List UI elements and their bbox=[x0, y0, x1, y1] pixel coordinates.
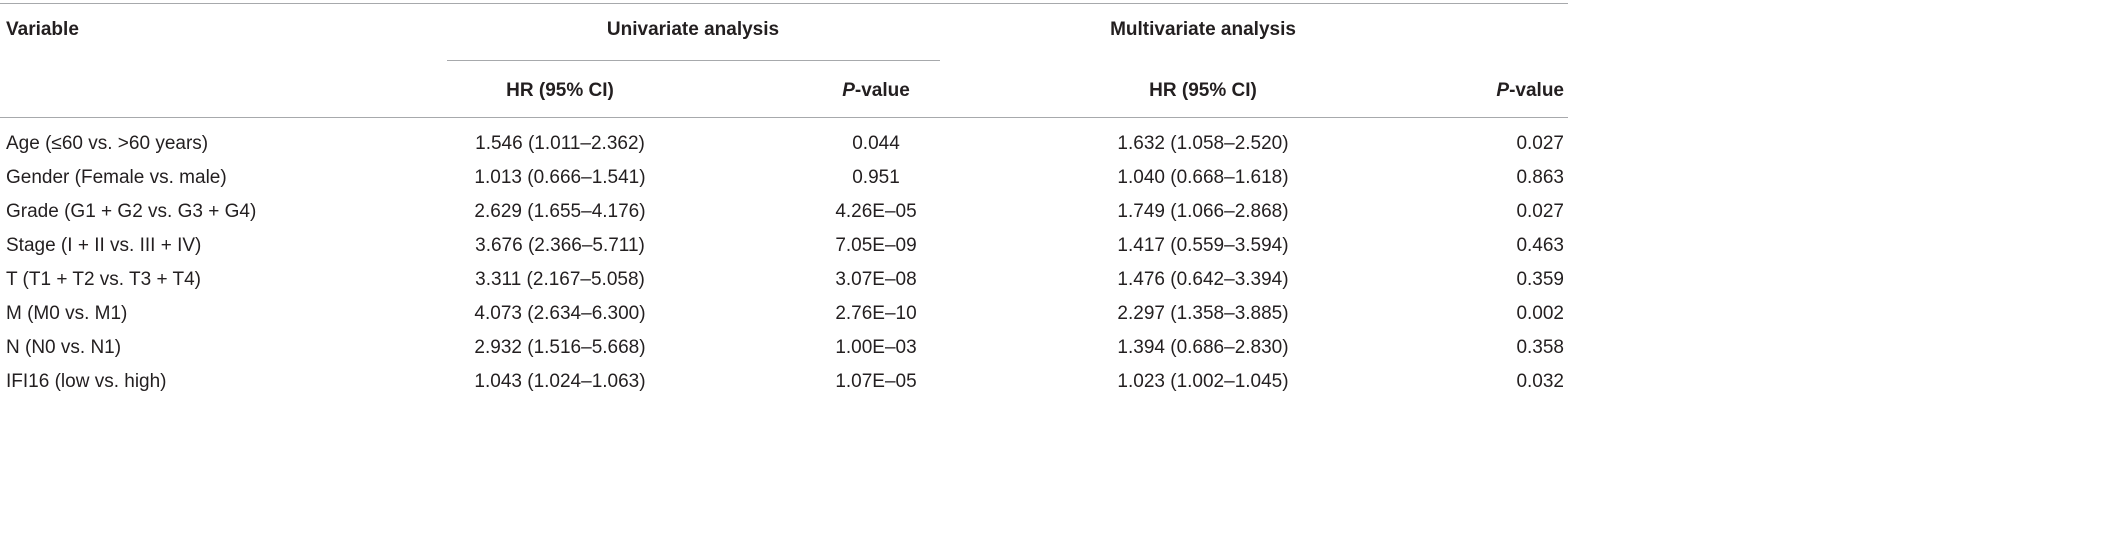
header-univariate-analysis: Univariate analysis bbox=[606, 19, 780, 40]
table-row: IFI16 (low vs. high) 1.043 (1.024–1.063)… bbox=[0, 370, 1568, 404]
cell-multivariate-p: 0.863 bbox=[1516, 167, 1564, 188]
header-bottom-rule bbox=[0, 117, 1568, 118]
cell-univariate-hr: 2.932 (1.516–5.668) bbox=[474, 337, 646, 358]
cell-multivariate-hr: 1.394 (0.686–2.830) bbox=[1117, 337, 1289, 358]
cell-univariate-hr: 4.073 (2.634–6.300) bbox=[474, 303, 646, 324]
cell-multivariate-hr: 1.023 (1.002–1.045) bbox=[1117, 371, 1289, 392]
table-row: Stage (I + II vs. III + IV) 3.676 (2.366… bbox=[0, 234, 1568, 268]
cell-multivariate-p: 0.358 bbox=[1516, 337, 1564, 358]
cell-univariate-hr: 3.311 (2.167–5.058) bbox=[475, 269, 645, 290]
cell-univariate-p: 0.044 bbox=[852, 133, 900, 154]
p-suffix: -value bbox=[1509, 80, 1564, 101]
cell-multivariate-p: 0.463 bbox=[1516, 235, 1564, 256]
cell-variable: Stage (I + II vs. III + IV) bbox=[6, 235, 202, 256]
cell-multivariate-hr: 1.749 (1.066–2.868) bbox=[1117, 201, 1289, 222]
cell-multivariate-p: 0.002 bbox=[1516, 303, 1564, 324]
cell-variable: M (M0 vs. M1) bbox=[6, 303, 128, 324]
cell-multivariate-hr: 1.040 (0.668–1.618) bbox=[1117, 167, 1289, 188]
cell-multivariate-hr: 1.476 (0.642–3.394) bbox=[1117, 269, 1289, 290]
header-variable: Variable bbox=[6, 19, 79, 40]
cell-variable: Age (≤60 vs. >60 years) bbox=[6, 133, 209, 154]
cell-variable: T (T1 + T2 vs. T3 + T4) bbox=[6, 269, 202, 290]
p-italic: P bbox=[842, 80, 855, 101]
cell-multivariate-p: 0.027 bbox=[1516, 201, 1564, 222]
header-multivariate-hr: HR (95% CI) bbox=[1149, 80, 1257, 101]
cell-univariate-p: 4.26E–05 bbox=[835, 201, 917, 222]
header-multivariate-p-value: P-value bbox=[1496, 79, 1564, 103]
p-italic: P bbox=[1496, 80, 1510, 101]
cell-variable: Gender (Female vs. male) bbox=[6, 167, 227, 188]
table-top-rule bbox=[0, 3, 1568, 4]
cell-multivariate-hr: 1.632 (1.058–2.520) bbox=[1117, 133, 1289, 154]
table-row: Gender (Female vs. male) 1.013 (0.666–1.… bbox=[0, 166, 1568, 200]
cell-univariate-p: 1.00E–03 bbox=[835, 337, 917, 358]
cell-variable: N (N0 vs. N1) bbox=[6, 337, 122, 358]
table-row: Age (≤60 vs. >60 years) 1.546 (1.011–2.3… bbox=[0, 132, 1568, 166]
cell-univariate-hr: 3.676 (2.366–5.711) bbox=[475, 235, 645, 256]
cell-variable: Grade (G1 + G2 vs. G3 + G4) bbox=[6, 201, 257, 222]
cell-univariate-p: 0.951 bbox=[852, 167, 900, 188]
cell-univariate-p: 3.07E–08 bbox=[835, 269, 917, 290]
header-multivariate-analysis: Multivariate analysis bbox=[1110, 19, 1296, 40]
table-row: Grade (G1 + G2 vs. G3 + G4) 2.629 (1.655… bbox=[0, 200, 1568, 234]
univariate-span-rule bbox=[447, 60, 940, 61]
cell-multivariate-hr: 2.297 (1.358–3.885) bbox=[1117, 303, 1289, 324]
cell-univariate-hr: 2.629 (1.655–4.176) bbox=[474, 201, 646, 222]
cell-multivariate-hr: 1.417 (0.559–3.594) bbox=[1117, 235, 1289, 256]
cell-univariate-p: 1.07E–05 bbox=[835, 371, 917, 392]
cell-multivariate-p: 0.032 bbox=[1516, 371, 1564, 392]
cell-univariate-hr: 1.013 (0.666–1.541) bbox=[474, 167, 646, 188]
cell-multivariate-p: 0.359 bbox=[1516, 269, 1564, 290]
cell-univariate-p: 7.05E–09 bbox=[835, 235, 917, 256]
p-suffix: -value bbox=[854, 80, 910, 101]
table-row: T (T1 + T2 vs. T3 + T4) 3.311 (2.167–5.0… bbox=[0, 268, 1568, 302]
cell-univariate-hr: 1.043 (1.024–1.063) bbox=[474, 371, 646, 392]
table-row: M (M0 vs. M1) 4.073 (2.634–6.300) 2.76E–… bbox=[0, 302, 1568, 336]
table-page: { "header": { "variable": "Variable", "u… bbox=[0, 3, 1568, 404]
cell-variable: IFI16 (low vs. high) bbox=[6, 371, 167, 392]
table-row: N (N0 vs. N1) 2.932 (1.516–5.668) 1.00E–… bbox=[0, 336, 1568, 370]
cell-univariate-p: 2.76E–10 bbox=[835, 303, 917, 324]
cell-univariate-hr: 1.546 (1.011–2.362) bbox=[475, 133, 645, 154]
cell-multivariate-p: 0.027 bbox=[1516, 133, 1564, 154]
header-univariate-hr: HR (95% CI) bbox=[506, 80, 614, 101]
header-univariate-p-value: P-value bbox=[842, 79, 910, 103]
